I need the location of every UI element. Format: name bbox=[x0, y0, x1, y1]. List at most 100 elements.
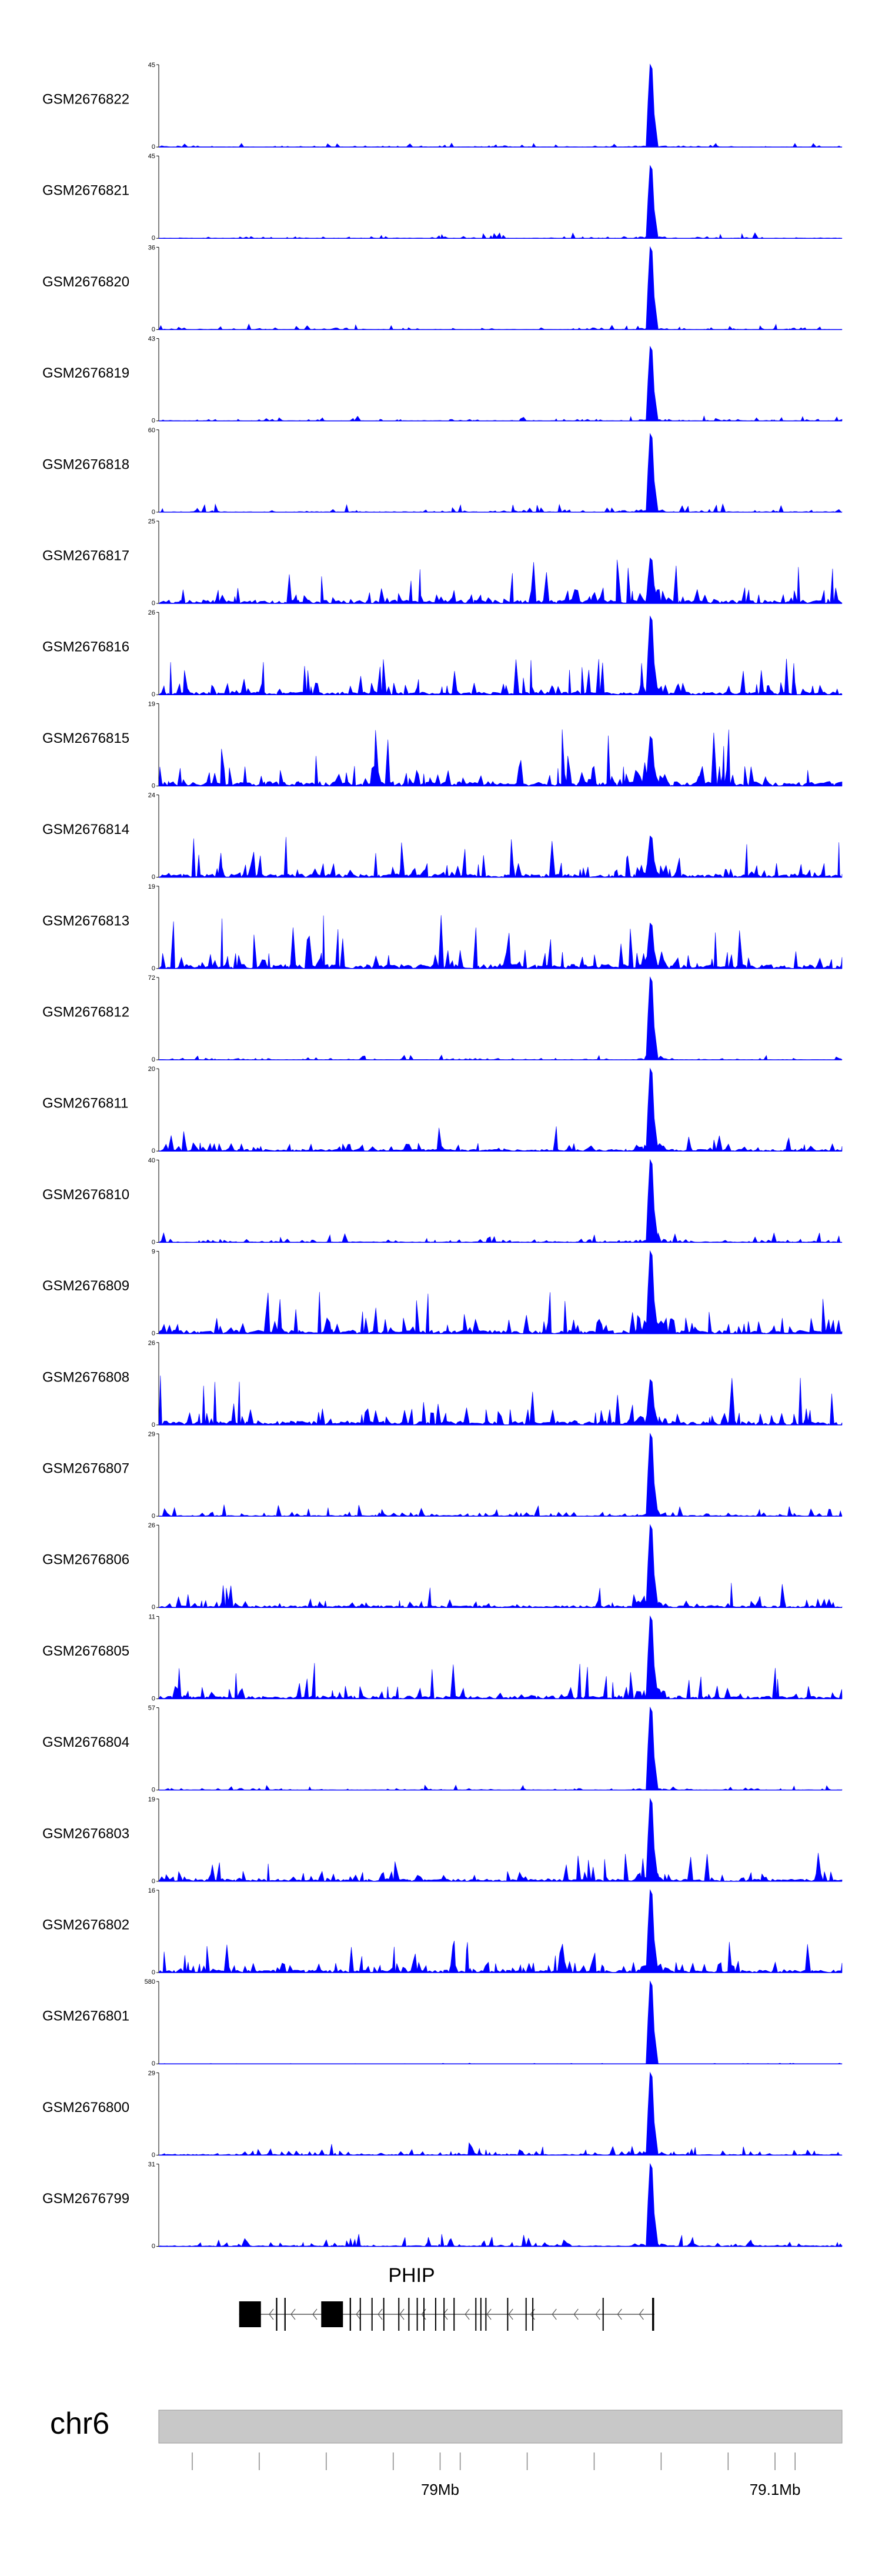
track-label: GSM2676803 bbox=[42, 1826, 129, 1841]
strand-arrow bbox=[639, 2308, 644, 2320]
track-ymin-label: 0 bbox=[152, 874, 155, 881]
track-ymax-label: 36 bbox=[148, 244, 155, 251]
gene-exon bbox=[435, 2298, 436, 2331]
chromosome-label: chr6 bbox=[50, 2407, 109, 2441]
track-signal bbox=[158, 1055, 843, 1060]
track-signal bbox=[158, 1292, 843, 1334]
gene-exon bbox=[443, 2298, 445, 2331]
track-ymax-label: 20 bbox=[148, 1066, 155, 1073]
track-label: GSM2676822 bbox=[42, 92, 129, 108]
track-label: GSM2676819 bbox=[42, 365, 129, 381]
track-label: GSM2676808 bbox=[42, 1369, 129, 1385]
track-label: GSM2676806 bbox=[42, 1552, 129, 1568]
track-ymax-label: 11 bbox=[149, 1613, 155, 1620]
track-peak bbox=[646, 1250, 659, 1334]
strand-arrow bbox=[595, 2308, 600, 2320]
track-peak bbox=[646, 246, 659, 330]
track-ymax-label: 43 bbox=[148, 336, 155, 343]
track-peak bbox=[646, 615, 659, 695]
track-signal bbox=[158, 659, 843, 696]
track-ymin-label: 0 bbox=[152, 1147, 155, 1154]
gene-exon bbox=[423, 2298, 425, 2331]
track-peak bbox=[646, 1379, 659, 1426]
strand-arrow bbox=[552, 2308, 557, 2320]
track-ymax-label: 26 bbox=[148, 609, 155, 616]
track-label: GSM2676817 bbox=[42, 548, 129, 564]
track-peak bbox=[646, 835, 659, 878]
track-signal bbox=[158, 323, 843, 330]
track-peak bbox=[646, 1706, 659, 1791]
track-label: GSM2676799 bbox=[42, 2191, 129, 2207]
gene-exon bbox=[398, 2298, 400, 2331]
track-ymin-label: 0 bbox=[152, 965, 155, 972]
track-ymax-label: 45 bbox=[148, 153, 155, 160]
strand-arrow bbox=[486, 2308, 492, 2320]
track-signal bbox=[158, 503, 843, 513]
track-label: GSM2676812 bbox=[42, 1005, 129, 1020]
track-ymax-label: 45 bbox=[148, 62, 155, 69]
axis-tick-label: 79Mb bbox=[421, 2481, 459, 2498]
gene-exon bbox=[453, 2298, 455, 2331]
track-ymax-label: 16 bbox=[148, 1887, 155, 1894]
gene-exon bbox=[321, 2301, 343, 2327]
gene-exon bbox=[408, 2298, 410, 2331]
gene-exon bbox=[480, 2298, 482, 2331]
track-peak bbox=[646, 165, 659, 239]
track-label: GSM2676805 bbox=[42, 1643, 129, 1659]
track-peak bbox=[646, 1159, 659, 1243]
track-peak bbox=[646, 1067, 659, 1152]
track-ymin-label: 0 bbox=[152, 1787, 155, 1794]
strand-arrow bbox=[465, 2308, 470, 2320]
strand-arrow bbox=[312, 2308, 318, 2320]
track-ymax-label: 29 bbox=[148, 1431, 155, 1438]
track-peak bbox=[646, 922, 659, 969]
track-ymax-label: 26 bbox=[148, 1340, 155, 1347]
gene-label: PHIP bbox=[388, 2264, 435, 2287]
track-peak bbox=[646, 557, 659, 604]
track-signal bbox=[158, 559, 843, 604]
track-signal bbox=[158, 1126, 843, 1152]
track-peak bbox=[646, 736, 659, 786]
strand-arrow bbox=[356, 2308, 361, 2320]
track-label: GSM2676818 bbox=[42, 456, 129, 472]
track-signal bbox=[158, 1784, 843, 1790]
track-ymin-label: 0 bbox=[152, 782, 155, 789]
track-ymin-label: 0 bbox=[152, 1513, 155, 1520]
gene-exon bbox=[239, 2301, 261, 2327]
track-ymax-label: 40 bbox=[148, 1157, 155, 1164]
track-label: GSM2676813 bbox=[42, 913, 129, 929]
track-peak bbox=[646, 1797, 659, 1882]
track-ymax-label: 25 bbox=[148, 518, 155, 525]
track-ymax-label: 57 bbox=[148, 1705, 155, 1712]
gene-exon bbox=[383, 2298, 385, 2331]
track-peak bbox=[646, 345, 659, 422]
strand-arrow bbox=[269, 2308, 274, 2320]
strand-arrow bbox=[399, 2308, 405, 2320]
track-signal bbox=[158, 1583, 843, 1608]
gene-exon bbox=[485, 2298, 487, 2331]
track-ymin-label: 0 bbox=[152, 2060, 155, 2067]
track-label: GSM2676814 bbox=[42, 822, 129, 837]
strand-arrow bbox=[377, 2308, 383, 2320]
track-ymax-label: 24 bbox=[148, 792, 155, 799]
gene-exon bbox=[652, 2298, 654, 2331]
gene-exon bbox=[276, 2298, 278, 2331]
track-ymin-label: 0 bbox=[152, 2243, 155, 2250]
track-ymin-label: 0 bbox=[152, 1695, 155, 1702]
track-ymax-label: 19 bbox=[148, 883, 155, 890]
track-ymin-label: 0 bbox=[152, 1330, 155, 1337]
track-peak bbox=[646, 1615, 659, 1699]
track-peak bbox=[646, 1980, 659, 2064]
track-peak bbox=[646, 2071, 659, 2155]
gene-exon bbox=[602, 2298, 604, 2331]
track-label: GSM2676809 bbox=[42, 1278, 129, 1294]
strand-arrow bbox=[508, 2308, 513, 2320]
track-signal bbox=[158, 2234, 843, 2247]
track-peak bbox=[646, 1889, 659, 1973]
track-signal bbox=[158, 915, 843, 969]
strand-arrow bbox=[573, 2308, 579, 2320]
track-ymax-label: 60 bbox=[148, 427, 155, 434]
track-label: GSM2676804 bbox=[42, 1734, 129, 1750]
gene-exon bbox=[532, 2298, 534, 2331]
track-ymin-label: 0 bbox=[152, 1422, 155, 1429]
